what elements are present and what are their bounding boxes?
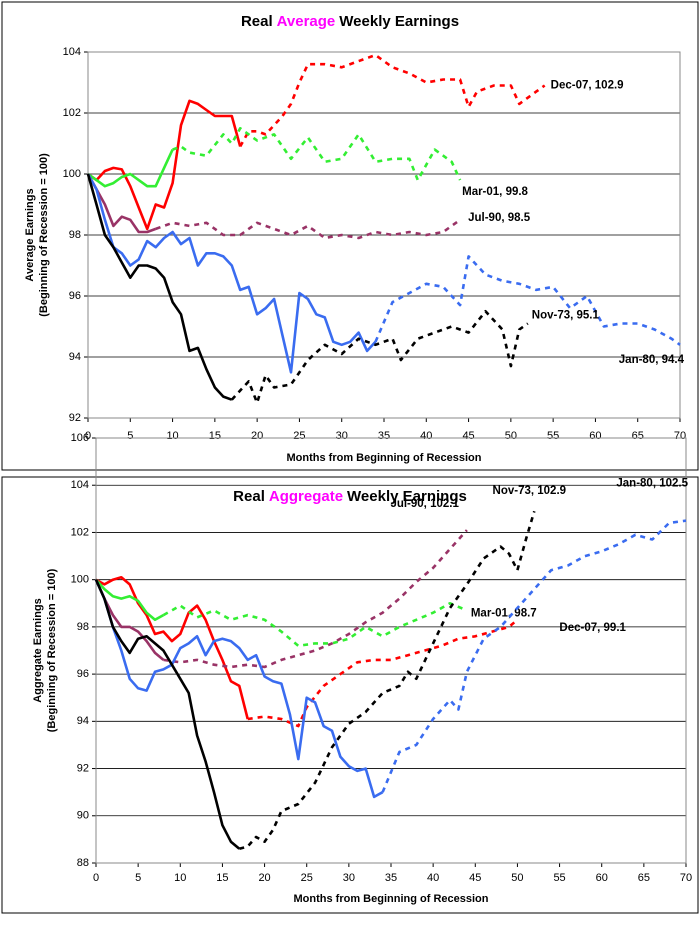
x-tick-label: 5: [135, 872, 141, 884]
chart-title: Real Average Weekly Earnings: [241, 13, 459, 30]
title-highlight: Aggregate: [269, 488, 343, 505]
chart-title: Real Aggregate Weekly Earnings: [233, 488, 467, 505]
x-tick-label: 45: [462, 430, 474, 442]
series-line: [163, 529, 468, 669]
y-tick-label: 96: [69, 290, 81, 302]
series-line: [239, 53, 546, 148]
x-tick-label: 60: [596, 872, 608, 884]
series-line: [86, 173, 377, 374]
series-annotation: Mar-01, 98.7: [471, 607, 537, 619]
x-tick-label: 10: [166, 430, 178, 442]
chart: Real Average Weekly Earnings92949698100102…: [1, 1, 699, 471]
chart-frame: [1, 476, 699, 914]
series-line: [86, 173, 233, 401]
x-tick-label: 20: [251, 430, 263, 442]
title-part: Weekly Earnings: [339, 13, 459, 30]
y-tick-label: 100: [71, 574, 89, 586]
y-tick-label: 92: [69, 412, 81, 424]
x-tick-label: 20: [258, 872, 270, 884]
series-line: [374, 255, 681, 346]
y-tick-label: 92: [77, 762, 89, 774]
x-tick-label: 40: [427, 872, 439, 884]
x-tick-label: 10: [174, 872, 186, 884]
series-annotation: Jul-90, 98.5: [468, 212, 531, 224]
x-tick-label: 65: [638, 872, 650, 884]
series-annotation: Mar-01, 99.8: [462, 186, 528, 198]
series-line: [87, 99, 242, 231]
y-tick-label: 94: [77, 715, 89, 727]
x-tick-label: 0: [93, 872, 99, 884]
title-part: Real: [241, 13, 273, 30]
chart-frame: [1, 1, 699, 471]
y-tick-label: 98: [69, 229, 81, 241]
x-tick-label: 65: [632, 430, 644, 442]
x-tick-label: 70: [674, 430, 686, 442]
x-tick-label: 5: [127, 430, 133, 442]
y-axis-title: Average Earnings: [24, 188, 36, 281]
x-tick-label: 70: [680, 872, 692, 884]
y-axis-title: Aggregate Earnings: [32, 598, 44, 703]
plot-area: [95, 437, 687, 864]
chart: Real Aggregate Weekly Earnings 88 90 92 94 96 98…: [1, 432, 699, 914]
series-annotation: Jan-80, 102.5: [616, 478, 688, 490]
x-tick-label: 25: [301, 872, 313, 884]
y-tick-label: 94: [69, 351, 81, 363]
series-annotation: Dec-07, 99.1: [559, 622, 626, 634]
x-tick-label: 50: [505, 430, 517, 442]
x-tick-label: 40: [420, 430, 432, 442]
y-tick-label: 100: [63, 168, 81, 180]
x-tick-label: 0: [85, 430, 91, 442]
x-tick-label: 55: [553, 872, 565, 884]
x-tick-label: 15: [216, 872, 228, 884]
series-line: [381, 519, 687, 793]
series-annotation: Nov-73, 95.1: [532, 309, 600, 321]
y-tick-label: 88: [77, 857, 89, 869]
y-axis-title: (Beginning of Recession = 100): [46, 568, 58, 732]
series-line: [87, 149, 174, 188]
x-axis-title: Months from Beginning of Recession: [287, 452, 482, 464]
x-axis-title: Months from Beginning of Recession: [294, 893, 489, 905]
y-tick-label: 106: [71, 432, 89, 444]
x-tick-label: 30: [343, 872, 355, 884]
series-line: [94, 579, 241, 850]
y-axis-title: (Beginning of Recession = 100): [38, 153, 50, 317]
series-line: [155, 218, 461, 240]
title-part: Real: [233, 488, 265, 505]
x-tick-label: 30: [336, 430, 348, 442]
series-line: [172, 127, 462, 182]
y-tick-label: 98: [77, 621, 89, 633]
y-tick-label: 90: [77, 810, 89, 822]
x-tick-label: 50: [511, 872, 523, 884]
series-annotation: Nov-73, 102.9: [493, 485, 567, 497]
series-annotation: Jan-80, 94.4: [619, 354, 685, 366]
series-line: [162, 602, 468, 648]
x-tick-label: 25: [293, 430, 305, 442]
y-tick-label: 96: [77, 668, 89, 680]
title-part: Weekly Earnings: [347, 488, 467, 505]
y-tick-label: 104: [71, 479, 89, 491]
plot-area: [87, 51, 681, 419]
y-tick-label: 102: [63, 107, 81, 119]
title-highlight: Average: [277, 13, 336, 30]
series-line: [95, 578, 165, 622]
y-tick-label: 104: [63, 46, 81, 58]
x-tick-label: 45: [469, 872, 481, 884]
series-line: [94, 579, 384, 799]
x-tick-label: 15: [209, 430, 221, 442]
y-tick-label: 102: [71, 526, 89, 538]
x-tick-label: 35: [378, 430, 390, 442]
series-annotation: Dec-07, 102.9: [551, 80, 624, 92]
x-tick-label: 35: [385, 872, 397, 884]
x-tick-label: 60: [589, 430, 601, 442]
series-line: [238, 510, 536, 851]
series-line: [230, 310, 529, 405]
series-line: [86, 173, 157, 234]
x-tick-label: 55: [547, 430, 559, 442]
series-line: [95, 576, 249, 720]
series-annotation: Jul-90, 102.1: [390, 498, 459, 510]
